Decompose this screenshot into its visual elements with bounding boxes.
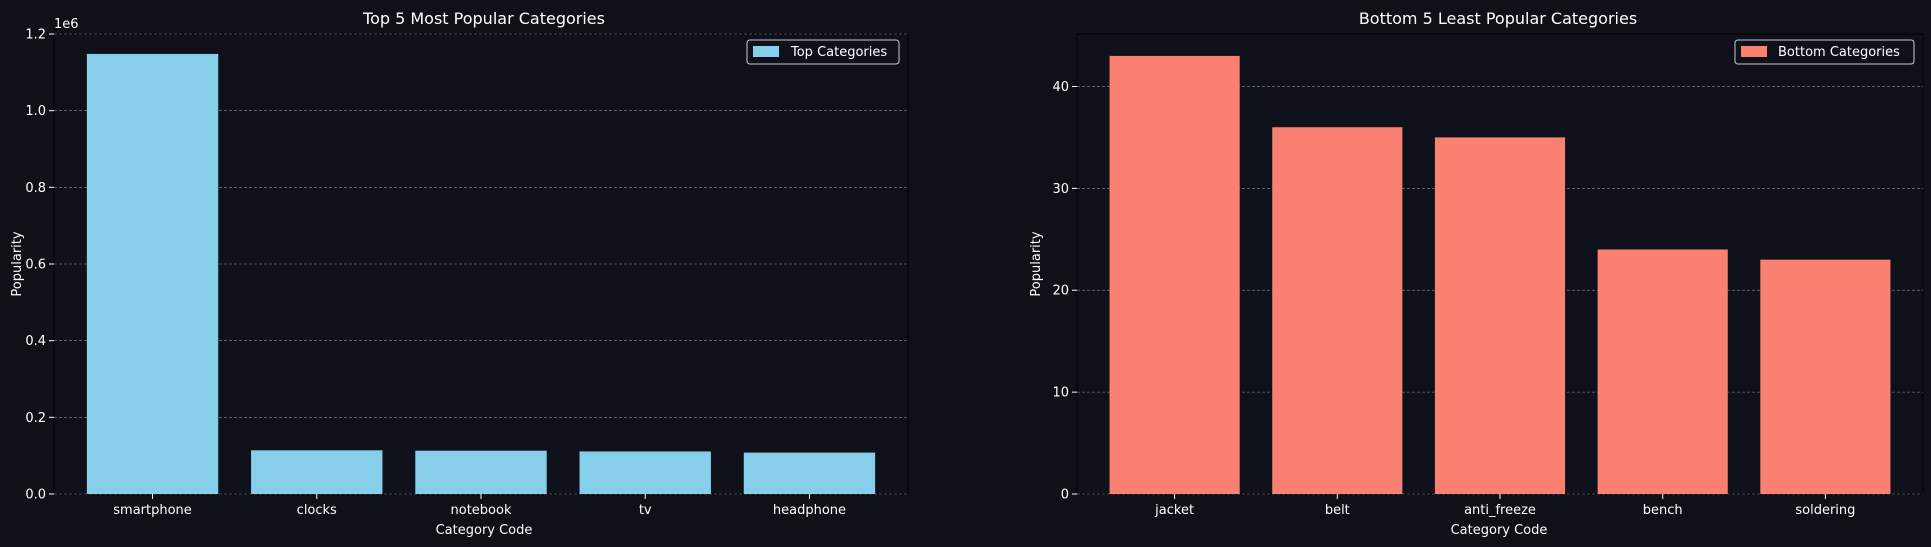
bar bbox=[579, 451, 711, 494]
chart-bottom-categories: Bottom 5 Least Popular Categories 0 10 20 3… bbox=[1029, 9, 1924, 538]
y-axis-ticks: 0.0 0.2 0.4 0.6 0.8 1.0 1.2 bbox=[25, 28, 54, 503]
x-tick-label: smartphone bbox=[113, 503, 192, 518]
y-tick-label: 10 bbox=[1052, 386, 1069, 401]
y-tick-label: 0.0 bbox=[25, 488, 46, 503]
x-tick-label: soldering bbox=[1795, 503, 1855, 518]
bars bbox=[86, 53, 876, 494]
bar bbox=[1109, 55, 1240, 495]
bar bbox=[415, 450, 547, 494]
bar bbox=[1597, 249, 1728, 494]
chart-title: Top 5 Most Popular Categories bbox=[362, 9, 605, 28]
x-axis-label: Category Code bbox=[1451, 523, 1548, 538]
legend: Top Categories bbox=[746, 39, 900, 65]
x-axis-label: Category Code bbox=[436, 523, 533, 538]
y-tick-label: 20 bbox=[1052, 284, 1069, 299]
x-tick-label: notebook bbox=[451, 503, 512, 518]
bar bbox=[743, 452, 876, 494]
y-tick-label: 1.0 bbox=[25, 104, 46, 119]
legend-box bbox=[746, 39, 900, 65]
x-tick-label: anti_freeze bbox=[1464, 503, 1536, 518]
x-tick-label: clocks bbox=[297, 503, 337, 518]
x-tick-label: headphone bbox=[773, 503, 846, 518]
bar bbox=[1434, 137, 1566, 494]
y-tick-label: 0.2 bbox=[25, 411, 46, 426]
legend: Bottom Categories bbox=[1734, 39, 1915, 65]
chart-top-categories: Top 5 Most Popular Categories 0.00.20.40… bbox=[10, 9, 909, 538]
bar bbox=[251, 450, 383, 494]
bar bbox=[1760, 259, 1891, 494]
y-tick-label: 0.6 bbox=[25, 258, 46, 273]
y-axis-label: Popularity bbox=[1029, 231, 1044, 296]
y-axis-label: Popularity bbox=[10, 231, 25, 296]
x-tick-label: belt bbox=[1325, 503, 1350, 518]
bar bbox=[86, 53, 219, 494]
x-axis-ticks: jacket belt anti_freeze bench soldering bbox=[1154, 494, 1855, 518]
legend-label: Top Categories bbox=[790, 45, 887, 60]
y-axis-offset-label: 1e6 bbox=[54, 17, 79, 32]
y-tick-label: 0 bbox=[1061, 488, 1069, 503]
y-axis-ticks: 0 10 20 30 40 bbox=[1052, 80, 1077, 503]
y-tick-label: 1.2 bbox=[25, 28, 46, 43]
x-tick-label: tv bbox=[639, 503, 652, 518]
x-axis-ticks: smartphone clocks notebook tv headphone bbox=[113, 494, 846, 518]
bars bbox=[1109, 55, 1891, 495]
chart-title: Bottom 5 Least Popular Categories bbox=[1359, 9, 1637, 28]
legend-swatch bbox=[1741, 46, 1767, 57]
x-tick-label: jacket bbox=[1154, 503, 1194, 518]
y-tick-label: 30 bbox=[1052, 182, 1069, 197]
legend-box bbox=[1734, 39, 1915, 65]
bar bbox=[1272, 127, 1403, 494]
legend-label: Bottom Categories bbox=[1778, 45, 1900, 60]
y-tick-label: 0.8 bbox=[25, 181, 46, 196]
legend-swatch bbox=[753, 46, 779, 57]
y-tick-label: 0.4 bbox=[25, 334, 46, 349]
y-tick-label: 40 bbox=[1052, 80, 1069, 95]
x-tick-label: bench bbox=[1643, 503, 1683, 518]
